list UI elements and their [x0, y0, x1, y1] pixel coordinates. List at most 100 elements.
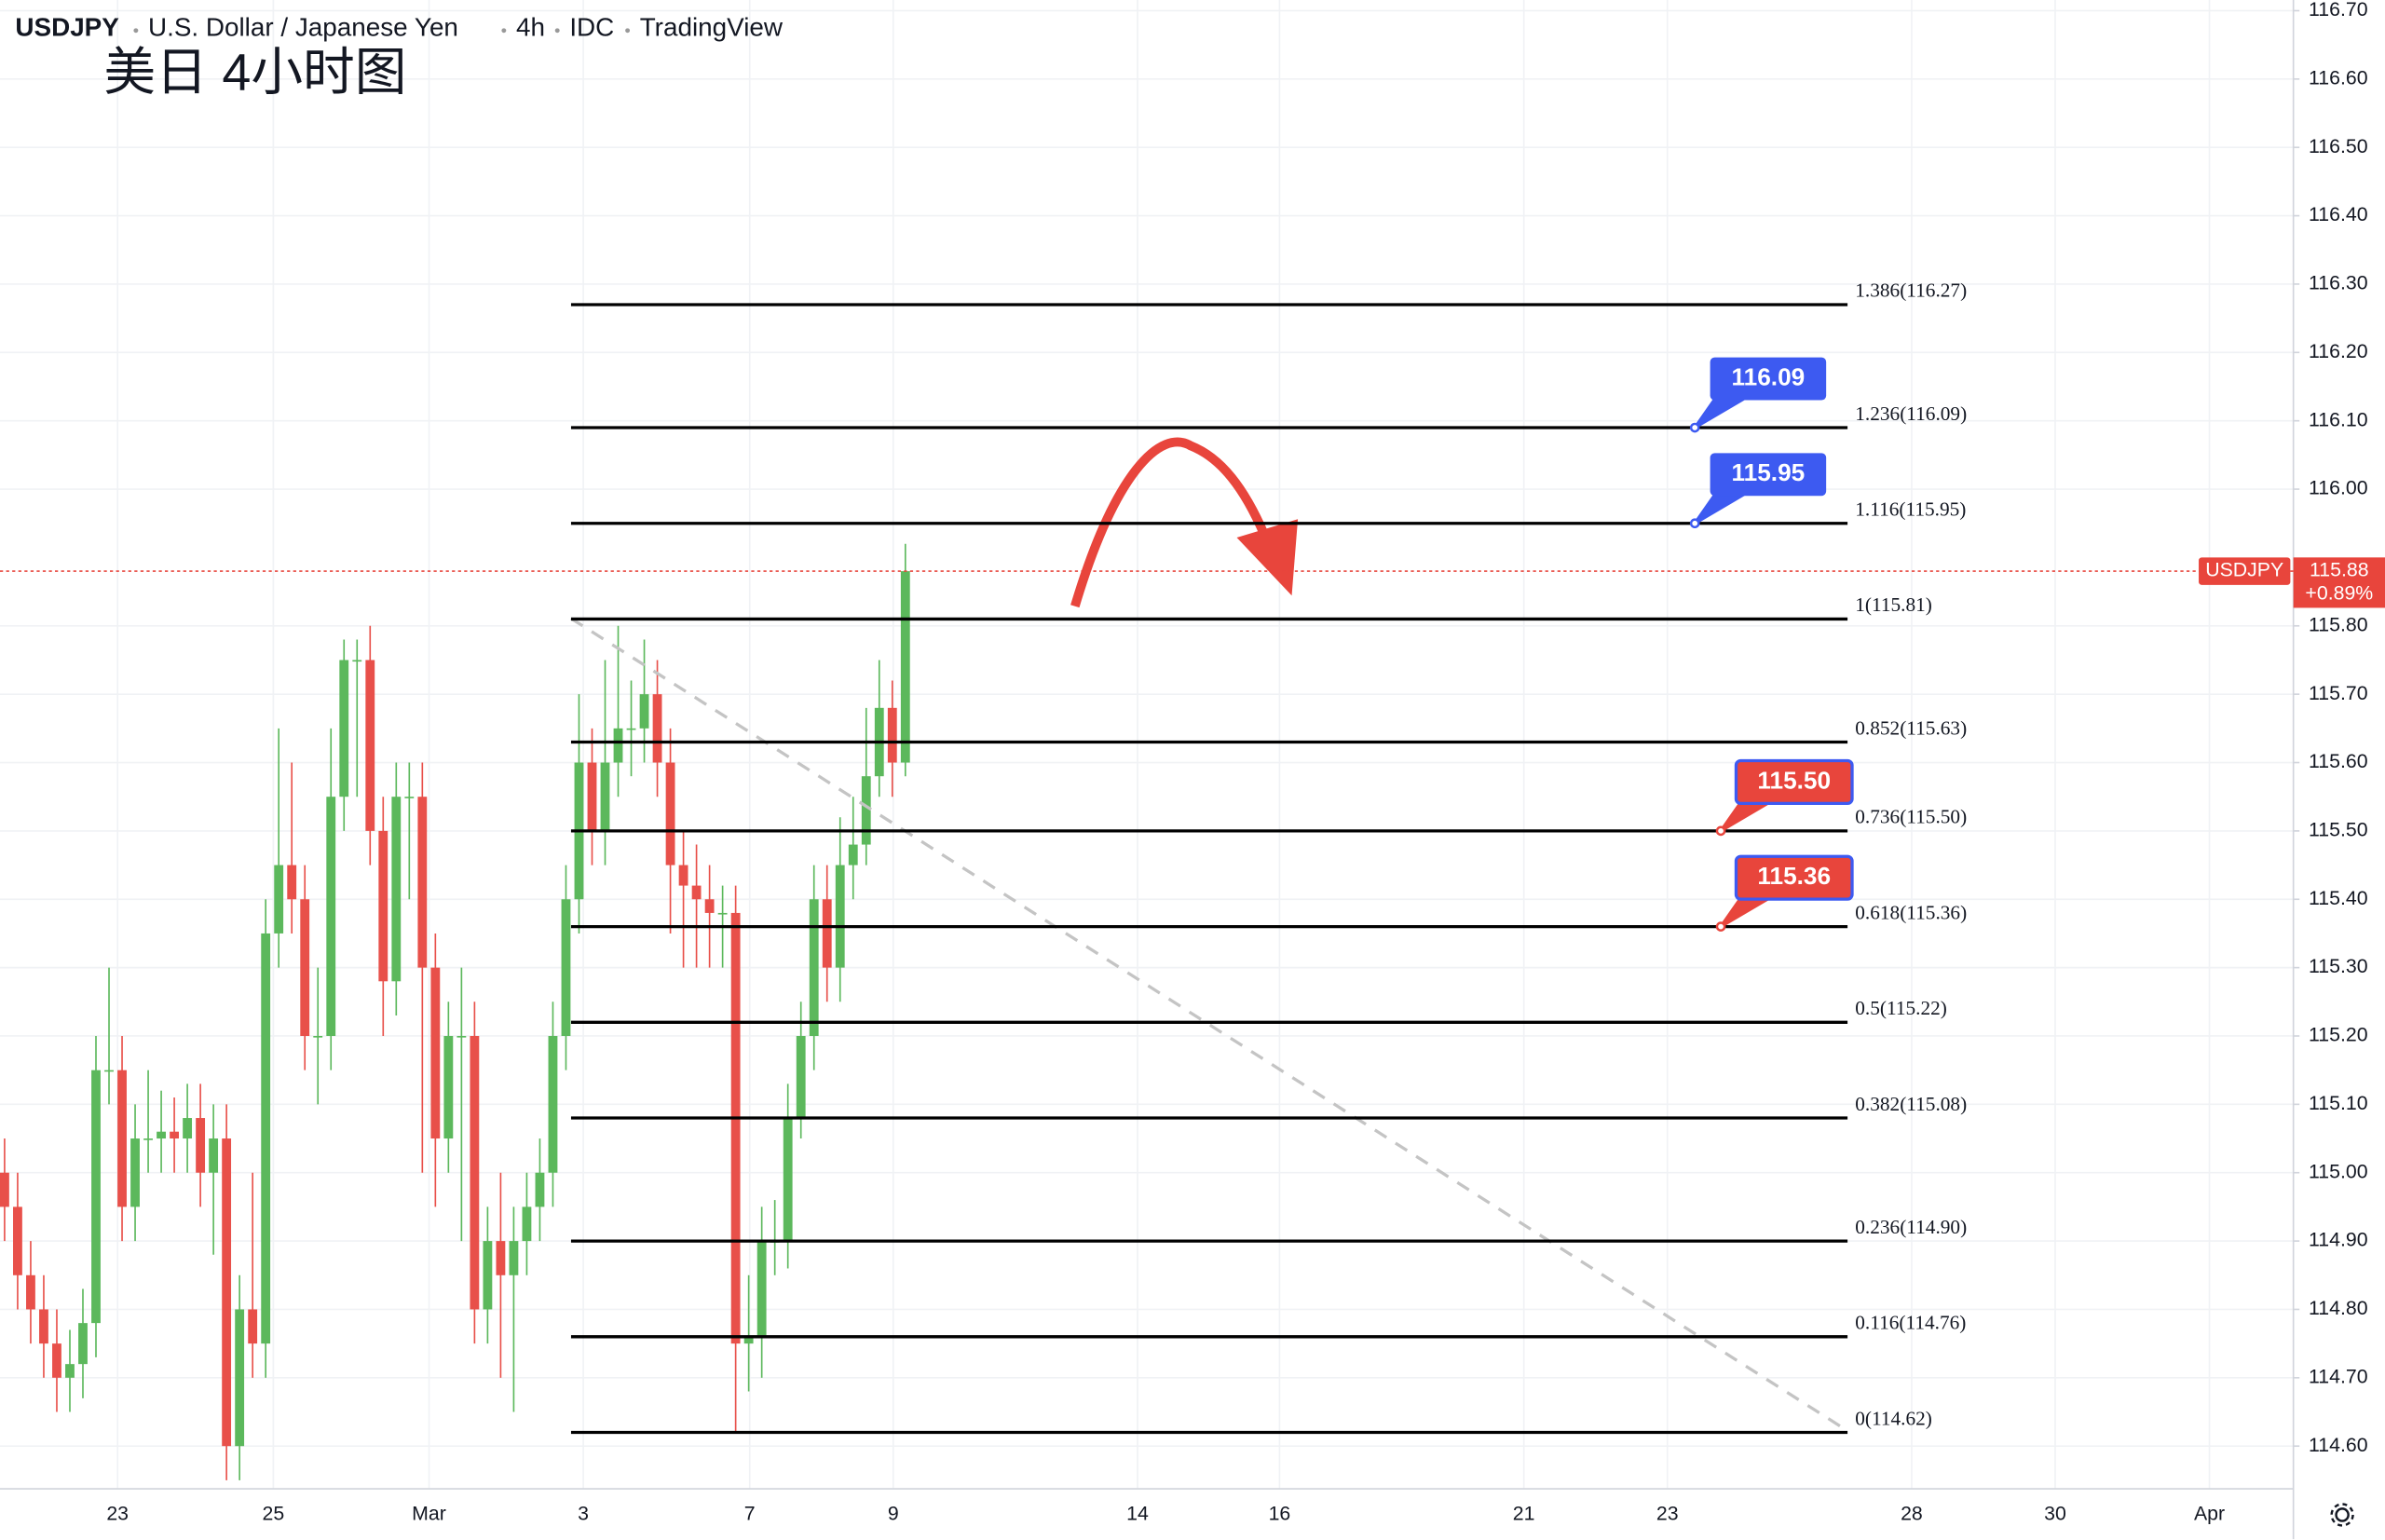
x-tick-label: Mar [412, 1503, 446, 1525]
callout-label: 116.09 [1732, 362, 1806, 390]
x-tick-label: 16 [1269, 1503, 1291, 1525]
candle-body [0, 1172, 9, 1207]
candle-body [300, 899, 310, 1036]
candle-body [287, 865, 297, 900]
candle-body [13, 1206, 22, 1275]
subtitle: TradingView [640, 13, 784, 42]
y-tick-label: 115.00 [2309, 1160, 2368, 1182]
y-tick-label: 114.60 [2309, 1434, 2368, 1456]
callout-box [1710, 357, 1827, 401]
symbol-tag-label: USDJPY [2205, 559, 2283, 581]
fib-label: 1.386(116.27) [1855, 279, 1967, 302]
y-tick-label: 115.70 [2309, 682, 2368, 704]
arrow [1070, 437, 1269, 608]
candle-body [809, 899, 819, 1036]
callout-label: 115.50 [1757, 766, 1831, 794]
y-tick-label: 115.40 [2309, 887, 2368, 909]
price-tag [2293, 557, 2385, 608]
candle-body [887, 707, 897, 763]
candle-body [52, 1343, 61, 1378]
y-tick-label: 116.20 [2309, 340, 2368, 362]
candle-body [678, 865, 688, 886]
x-tick-label: 23 [106, 1503, 129, 1525]
candle-body [170, 1131, 179, 1139]
candle-body [743, 1336, 754, 1344]
y-tick-label: 116.10 [2309, 408, 2368, 430]
callout-label: 115.36 [1757, 862, 1831, 890]
candle-body [613, 728, 623, 763]
candle-body [756, 1241, 767, 1337]
y-tick-label: 114.80 [2309, 1297, 2368, 1319]
candle-body [639, 694, 649, 729]
candle-body [313, 1035, 323, 1038]
callout-anchor [1715, 921, 1726, 932]
candle-body [483, 1241, 493, 1310]
candle-body [417, 797, 428, 968]
symbol-tag [2199, 557, 2291, 585]
candle-body [848, 844, 858, 865]
fib-label: 0.382(115.08) [1855, 1093, 1967, 1115]
candle-body [104, 1070, 114, 1072]
candle-body [822, 899, 832, 968]
callout-box [1734, 854, 1854, 901]
candle-body [378, 830, 388, 982]
candle-body [522, 1206, 532, 1242]
y-tick-label: 115.20 [2309, 1024, 2368, 1046]
candle-body [509, 1241, 519, 1275]
candle-body [117, 1070, 127, 1207]
fib-label: 0.618(115.36) [1855, 901, 1967, 923]
candle-body [91, 1070, 101, 1324]
candle-body [65, 1364, 75, 1378]
x-tick-label: 9 [888, 1503, 899, 1525]
candle-body [861, 776, 871, 845]
candle-body [130, 1138, 140, 1207]
fib-label: 1(115.81) [1855, 593, 1932, 616]
candle-body [730, 912, 741, 1344]
callout-anchor [1689, 422, 1700, 433]
y-tick-label: 116.70 [2309, 0, 2368, 20]
subtitle: U.S. Dollar / Japanese Yen [148, 13, 458, 42]
candle-body [430, 967, 441, 1139]
candle-body [535, 1172, 545, 1207]
fib-label: 1.116(115.95) [1855, 498, 1966, 521]
callout-box [1710, 453, 1827, 497]
candle-body [352, 660, 362, 662]
candle-body [835, 865, 845, 968]
candle-body [26, 1274, 35, 1310]
candle-body [391, 797, 402, 982]
candle-body [326, 797, 336, 1036]
candle-body [196, 1118, 206, 1173]
x-tick-label: 28 [1901, 1503, 1923, 1525]
fib-label: 0.852(115.63) [1855, 716, 1967, 739]
candle-body [691, 885, 702, 900]
candle-body [783, 1118, 793, 1242]
x-tick-label: 25 [263, 1503, 285, 1525]
candle-body [652, 694, 662, 763]
y-tick-label: 115.30 [2309, 955, 2368, 977]
candle-body [143, 1138, 153, 1140]
y-tick-label: 114.90 [2309, 1229, 2368, 1251]
grid [0, 0, 2294, 1490]
candle-body [665, 762, 675, 865]
callout-label: 115.95 [1732, 458, 1806, 486]
y-tick-label: 116.40 [2309, 203, 2368, 225]
y-tick-label: 115.60 [2309, 750, 2368, 772]
subtitle: 4h [516, 13, 545, 42]
symbol-title: USDJPY [15, 13, 119, 42]
y-tick-label: 116.50 [2309, 135, 2368, 157]
candle-body [600, 762, 610, 831]
candle-body [222, 1138, 232, 1447]
change-label: +0.89% [2305, 581, 2373, 604]
y-tick-label: 116.30 [2309, 272, 2368, 294]
candle-body [404, 797, 415, 798]
price-tag-label: 115.88 [2310, 559, 2369, 581]
candle-body [548, 1035, 558, 1173]
fib-label: 0.116(114.76) [1855, 1312, 1966, 1334]
annotation: 美日 4小时图 [103, 44, 406, 102]
x-tick-label: 23 [1656, 1503, 1679, 1525]
y-tick-label: 115.10 [2309, 1092, 2368, 1114]
trend-line [570, 617, 1848, 1433]
callout-box [1734, 758, 1854, 806]
candle-body [261, 933, 271, 1344]
